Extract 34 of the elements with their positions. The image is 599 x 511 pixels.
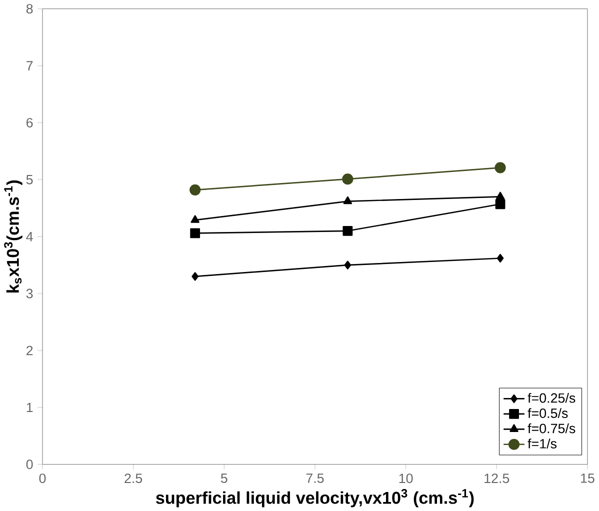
y-axis-title: k$_{s}$x10$^{3}$(cm.s$^{-1}$) bbox=[4, 180, 22, 292]
point bbox=[494, 162, 506, 174]
y-tick-label: 1 bbox=[26, 402, 33, 412]
y-tick-label: 2 bbox=[26, 346, 33, 355]
y-tick-label: 3 bbox=[26, 288, 33, 298]
x-tick-label: 0 bbox=[39, 473, 46, 483]
point bbox=[495, 199, 506, 209]
point bbox=[342, 226, 353, 236]
x-tick-label: 10 bbox=[399, 473, 413, 483]
point bbox=[343, 196, 352, 204]
y-tick-label: 8 bbox=[26, 4, 33, 14]
y-tick-label: 0 bbox=[26, 459, 33, 469]
point bbox=[344, 260, 352, 270]
point bbox=[190, 228, 200, 238]
y-tick-label: 4 bbox=[26, 232, 33, 242]
legend-label: f=0.5/s bbox=[528, 408, 568, 418]
x-tick-label: 7.5 bbox=[306, 473, 324, 483]
x-axis-title: superficial liquid velocity,vx10$^{3}$ (cm.s$^{-1}$) bbox=[156, 488, 474, 508]
y-tick-label: 7 bbox=[26, 60, 33, 70]
x-tick-label: 5 bbox=[220, 473, 228, 483]
y-tick-label: 6 bbox=[26, 118, 33, 128]
point bbox=[190, 184, 201, 196]
y-tick-label: 5 bbox=[26, 174, 33, 184]
legend-label: f=0.25/s bbox=[528, 392, 576, 403]
point bbox=[496, 254, 504, 262]
point bbox=[192, 272, 198, 281]
legend-label: f=1/s bbox=[528, 438, 557, 448]
x-tick-label: 15 bbox=[581, 473, 594, 483]
point bbox=[190, 214, 200, 223]
x-tick-label: 12.5 bbox=[484, 473, 510, 483]
legend-label: f=0.75/s bbox=[528, 423, 576, 434]
point bbox=[342, 173, 354, 184]
x-tick-label: 2.5 bbox=[124, 473, 142, 483]
point bbox=[496, 192, 505, 200]
